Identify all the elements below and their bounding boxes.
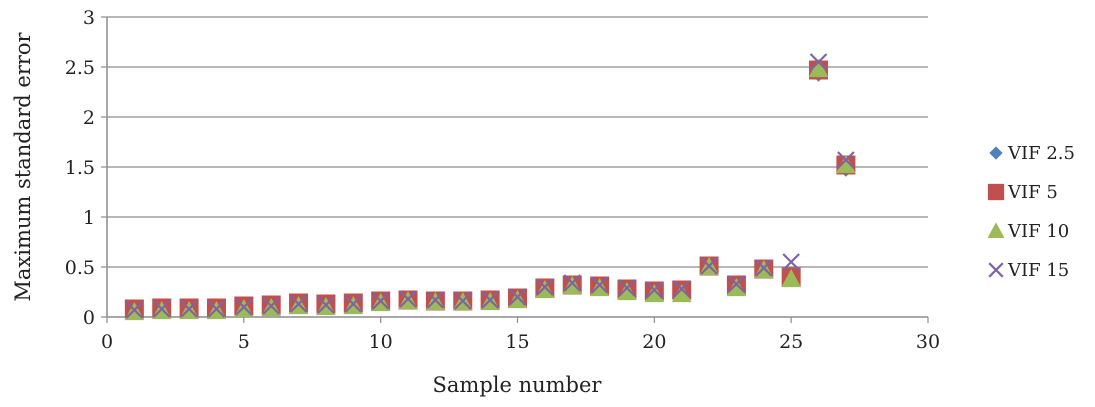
y-tick-label: 1.5 [65,157,95,179]
data-point [207,300,226,318]
legend-marker [989,146,1003,160]
legend-label: VIF 5 [1007,182,1058,203]
axes [101,16,929,323]
data-point [809,53,828,71]
legend: VIF 2.5 VIF 5 VIF 10 VIF 15 [987,143,1075,281]
data-point [426,291,445,309]
data-point [563,274,582,292]
data-point [235,298,253,316]
data-point [672,280,691,298]
legend-marker [987,222,1005,239]
legend-item: VIF 15 [988,260,1069,281]
data-point [344,295,363,313]
y-tick-label: 2 [83,107,95,129]
legend-label: VIF 2.5 [1007,143,1075,164]
data-point [808,58,829,78]
y-tick-label: 0.5 [65,257,95,279]
legend-marker [988,262,1004,278]
data-point [262,297,280,315]
data-point [125,301,144,319]
data-point [645,281,664,299]
data-point [590,276,609,294]
legend-label: VIF 10 [1007,221,1069,242]
y-tick-label: 0 [83,307,95,329]
data-point [535,279,555,299]
data-point [508,288,527,306]
legend-item: VIF 5 [987,182,1058,203]
legend-item: VIF 10 [987,221,1069,242]
x-tick-label: 25 [779,331,803,353]
data-point [727,275,746,293]
series-vif-15 [125,53,855,319]
data-point [837,151,855,169]
y-tick-label: 2.5 [65,57,95,79]
data-point [755,259,773,277]
data-point [782,253,800,271]
data-point [180,300,198,318]
x-axis-title: Sample number [433,373,603,397]
data-point [289,295,308,313]
y-tick-label: 3 [83,7,95,29]
series-vif-5 [124,60,856,319]
x-tick-label: 5 [238,331,250,353]
data-point [481,291,499,309]
data-point [453,292,472,310]
data-point [589,277,610,297]
x-tick-label: 20 [642,331,666,353]
x-tick-label: 0 [101,331,113,353]
x-tick-label: 15 [505,331,529,353]
data-point [618,279,636,297]
data-point [507,289,528,309]
data-point [536,278,554,296]
data-point [152,300,171,318]
data-series [124,53,856,321]
data-point [562,275,583,295]
data-point [700,257,718,275]
data-point [371,292,390,310]
data-point [781,268,802,288]
data-point [317,296,335,314]
legend-marker [987,183,1005,201]
tick-labels: 00.511.522.530 5 10 15 20 25 30 [65,7,940,353]
y-axis-title: Maximum standard error [11,31,35,301]
y-tick-label: 1 [83,207,95,229]
data-point [399,290,417,308]
legend-label: VIF 15 [1007,260,1069,281]
x-tick-label: 10 [369,331,393,353]
legend-item: VIF 2.5 [989,143,1075,164]
grid [107,16,928,268]
x-tick-label: 30 [916,331,940,353]
